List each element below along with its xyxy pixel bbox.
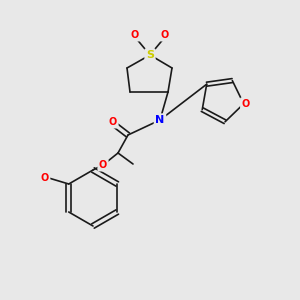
Text: O: O [109,117,117,127]
Text: O: O [99,160,107,170]
Text: O: O [161,30,169,40]
Text: O: O [40,173,49,183]
Text: O: O [131,30,139,40]
Text: O: O [242,99,250,109]
Text: S: S [146,50,154,60]
Text: N: N [155,115,165,125]
